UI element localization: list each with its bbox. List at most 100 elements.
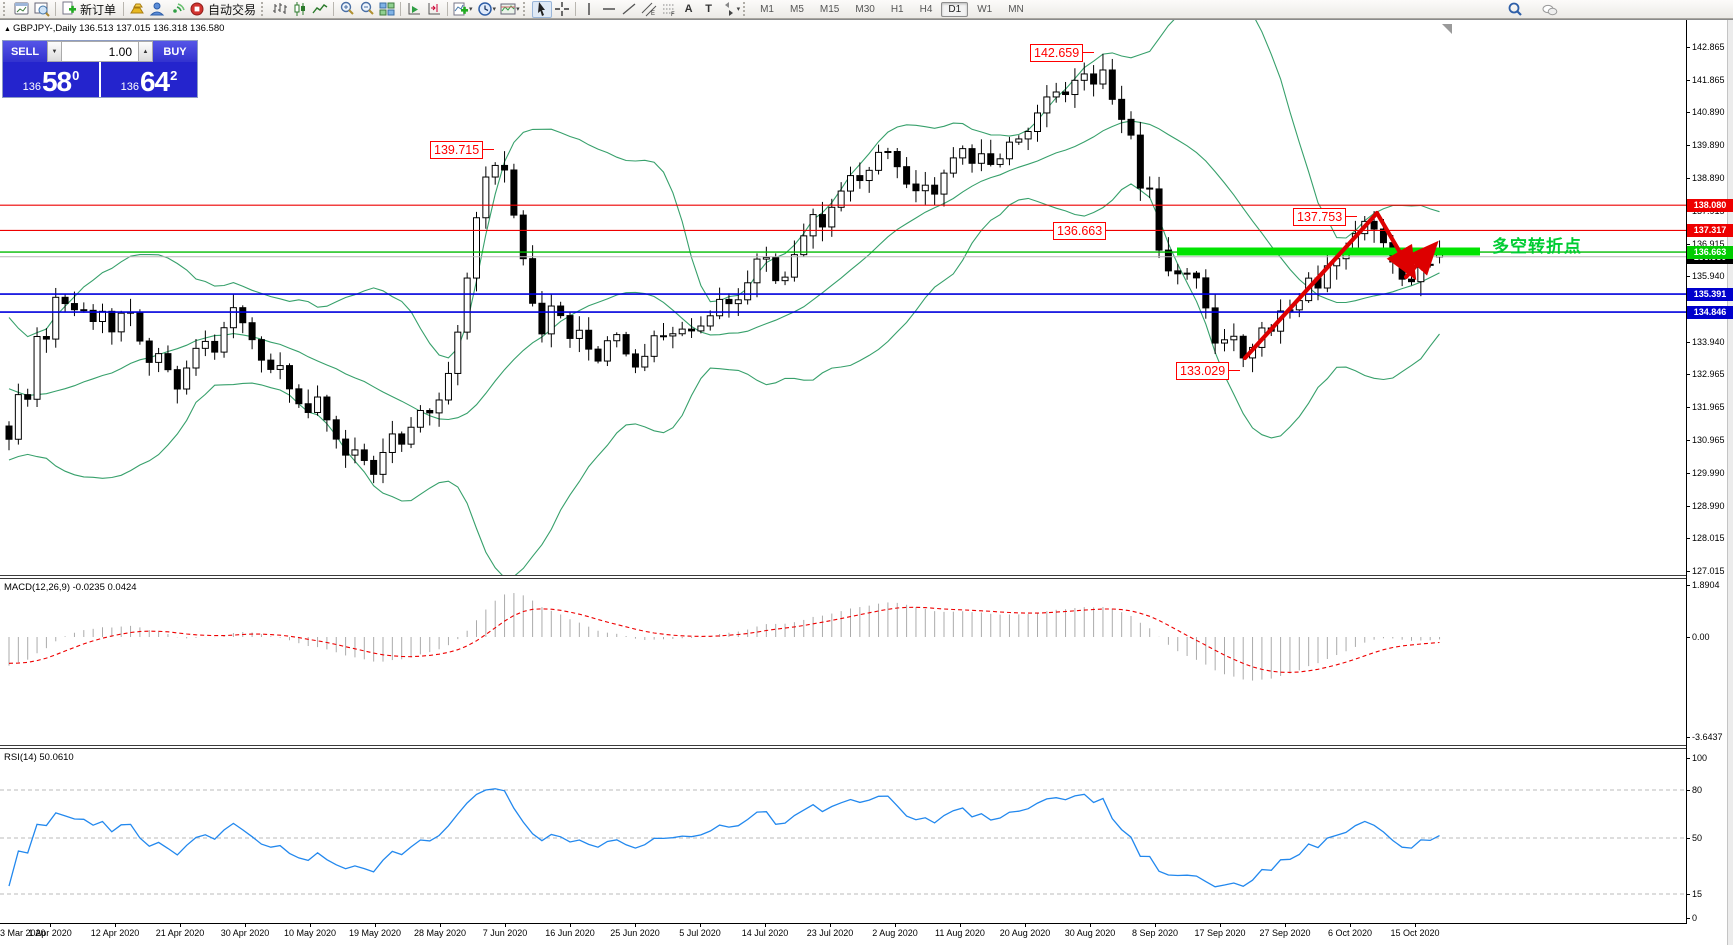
dropdown-arrow-icon[interactable]: ▾: [469, 6, 473, 13]
autotrade-icon[interactable]: [187, 1, 207, 18]
crosshair-icon[interactable]: [552, 1, 572, 18]
bar-chart-icon[interactable]: [270, 1, 290, 18]
price-tick-label: 133.940: [1692, 337, 1725, 348]
search-icon[interactable]: [1505, 1, 1525, 18]
price-line-badge: 135.391: [1687, 287, 1733, 301]
callout-connector: [1346, 216, 1357, 217]
price-tick-label: 135.940: [1692, 270, 1725, 281]
date-tick: [375, 923, 376, 927]
text-tool-button[interactable]: A: [684, 3, 693, 15]
community-icon[interactable]: [147, 1, 167, 18]
tf-button-m5[interactable]: M5: [790, 3, 804, 15]
tf-button-d1[interactable]: D1: [941, 1, 969, 17]
price-callout[interactable]: 139.715: [430, 141, 484, 159]
trend-arrow[interactable]: [1403, 240, 1439, 280]
main-toolbar: 新订单 自动交易 ▾ ▾ ▾ E F A T ▾ M1 M5 M15 M30 H1 H4 D1 W1 MN: [0, 0, 1733, 19]
toolbar-grip[interactable]: [3, 2, 9, 16]
price-callout[interactable]: 142.659: [1030, 44, 1084, 62]
new-chart-icon[interactable]: [12, 1, 32, 18]
chart-shift-icon[interactable]: [424, 1, 444, 18]
price-tick-dash: [1686, 374, 1690, 376]
date-label: 14 Jul 2020: [741, 928, 789, 938]
date-label: 30 Apr 2020: [220, 928, 270, 938]
dropdown-arrow-icon[interactable]: ▾: [492, 6, 497, 13]
profiles-icon[interactable]: [32, 1, 52, 18]
pane-separator[interactable]: [0, 575, 1687, 579]
time-axis-line: [0, 923, 1687, 924]
callout-connector: [1042, 230, 1053, 231]
new-order-icon[interactable]: [59, 1, 79, 18]
window-divider: [0, 19, 1733, 20]
fibo-icon[interactable]: F: [659, 1, 679, 18]
volume-increase-button[interactable]: ▲: [138, 41, 153, 62]
signals-icon[interactable]: [167, 1, 187, 18]
date-tick: [895, 923, 896, 927]
gold-icon[interactable]: [127, 1, 147, 18]
price-callout[interactable]: 133.029: [1176, 362, 1230, 380]
expand-triangle-icon[interactable]: ▲: [4, 26, 11, 33]
template-icon[interactable]: [498, 1, 518, 18]
line-chart-icon[interactable]: [310, 1, 330, 18]
periods-icon[interactable]: [475, 1, 495, 18]
tf-button-w1[interactable]: W1: [977, 3, 993, 15]
pane-separator[interactable]: [0, 745, 1687, 749]
green-zone-bar[interactable]: [1177, 247, 1480, 256]
price-tick-dash: [1686, 47, 1690, 48]
svg-text:F: F: [671, 12, 675, 17]
chat-icon[interactable]: [1540, 1, 1560, 18]
volume-decrease-button[interactable]: ▼: [47, 41, 62, 62]
macd-pane-canvas[interactable]: [0, 580, 1686, 745]
dropdown-arrow-icon[interactable]: ▾: [516, 6, 520, 13]
price-tick-label: 127.015: [1692, 566, 1725, 576]
date-tick: [1285, 923, 1286, 927]
callout-connector: [1229, 370, 1240, 371]
buy-price[interactable]: 136 64 2: [101, 62, 197, 97]
tf-button-m30[interactable]: M30: [855, 3, 875, 15]
zoom-in-icon[interactable]: [337, 1, 357, 18]
autotrade-button[interactable]: 自动交易: [208, 2, 257, 17]
cursor-icon[interactable]: [531, 0, 552, 18]
vline-icon[interactable]: [579, 1, 599, 18]
sell-button[interactable]: SELL: [3, 41, 47, 62]
toolbar-grip[interactable]: [261, 2, 267, 16]
chart-shift-marker-icon[interactable]: [1442, 24, 1452, 34]
channel-icon[interactable]: E: [639, 1, 659, 18]
buy-button[interactable]: BUY: [153, 41, 197, 62]
tf-button-h4[interactable]: H4: [919, 3, 933, 15]
hline-icon[interactable]: [599, 1, 619, 18]
price-callout[interactable]: 137.753: [1293, 208, 1347, 226]
rsi-tick-dash: [1686, 758, 1690, 759]
arrows-icon[interactable]: [719, 1, 739, 18]
date-label: 2 Aug 2020: [872, 928, 918, 938]
price-callout[interactable]: 136.663: [1053, 222, 1107, 240]
rsi-tick-dash: [1686, 918, 1690, 919]
rsi-pane-canvas[interactable]: [0, 750, 1686, 922]
new-order-button[interactable]: 新订单: [80, 2, 117, 17]
auto-scroll-icon[interactable]: [404, 1, 424, 18]
toolbar-grip[interactable]: [743, 2, 749, 16]
sell-price[interactable]: 136 58 0: [3, 62, 99, 97]
tf-button-mn[interactable]: MN: [1008, 3, 1024, 15]
indicators-icon[interactable]: [451, 1, 471, 18]
tf-button-m1[interactable]: M1: [760, 3, 774, 15]
tile-windows-icon[interactable]: [377, 1, 397, 18]
zoom-out-icon[interactable]: [357, 1, 377, 18]
dropdown-arrow-icon[interactable]: ▾: [736, 6, 741, 13]
turning-point-annotation[interactable]: 多空转折点: [1492, 237, 1582, 256]
toolbar-grip[interactable]: [522, 2, 529, 16]
date-label: 17 Sep 2020: [1194, 928, 1246, 938]
main-chart-canvas[interactable]: [0, 20, 1686, 575]
buy-price-sup: 2: [170, 68, 178, 83]
trendline-icon[interactable]: [619, 1, 639, 18]
price-tick-dash: [1686, 342, 1690, 344]
trend-arrow[interactable]: [1242, 210, 1380, 361]
label-tool-button[interactable]: T: [705, 3, 712, 15]
tf-button-h1[interactable]: H1: [890, 3, 904, 15]
candle-chart-icon[interactable]: [290, 1, 310, 18]
tf-button-m15[interactable]: M15: [819, 3, 840, 15]
buy-price-prefix: 136: [120, 81, 139, 93]
volume-input[interactable]: 1.00: [62, 41, 138, 62]
macd-tick-dash: [1686, 585, 1690, 586]
rsi-tick-dash: [1686, 894, 1690, 895]
macd-histogram: [8, 593, 1441, 681]
